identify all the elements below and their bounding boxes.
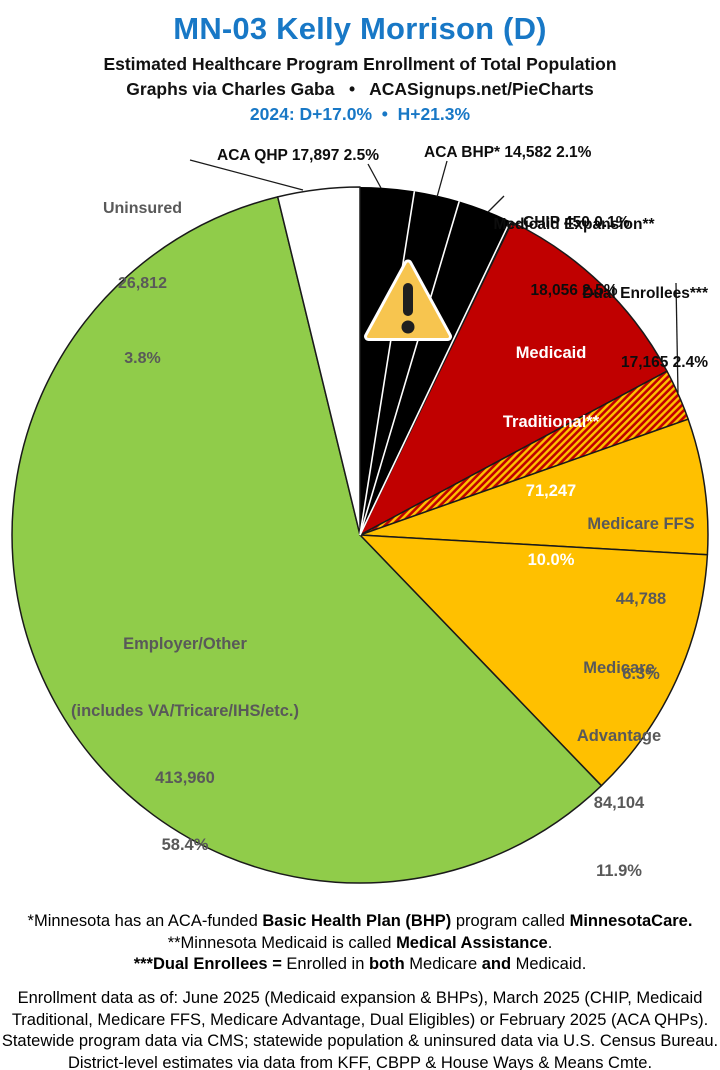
medicaid-expansion-name: Medicaid Expansion**: [493, 216, 655, 233]
employer-other-value: 413,960: [155, 769, 215, 788]
callout-leader-line: [436, 160, 448, 198]
source-note: Enrollment data as of: June 2025 (Medica…: [1, 989, 719, 1070]
segment-divider-line: [359, 201, 460, 536]
uninsured-label: Uninsured 26,812 3.8%: [90, 146, 195, 421]
medicare-ffs-pct: 6.3%: [622, 665, 660, 683]
segment-divider-line: [359, 191, 416, 536]
medicare-ffs-value: 44,788: [615, 590, 667, 608]
medicaid-traditional-name-2: Traditional**: [502, 413, 600, 431]
dual-enrollees-value: 17,165 2.4%: [620, 354, 708, 371]
employer-other-name-2: (includes VA/Tricare/IHS/etc.): [70, 702, 300, 721]
pie-segment-employer-other: [11, 196, 603, 884]
subtitle-enrollment: Estimated Healthcare Program Enrollment …: [103, 54, 617, 74]
dual-enrollees-label: Dual Enrollees*** 17,165 2.4%: [538, 236, 708, 420]
medicaid-traditional-pct: 10.0%: [527, 551, 575, 569]
pie-segment-medicaid-expansion: [360, 201, 511, 535]
aca-bhp-label: ACA BHP* 14,582 2.1%: [424, 144, 592, 161]
footnote-dual: ***Dual Enrollees = Enrolled in both Med…: [133, 955, 587, 973]
callout-leader-line: [511, 221, 523, 227]
page-title: MN-03 Kelly Morrison (D): [173, 11, 547, 46]
medicaid-traditional-value: 71,247: [525, 482, 577, 500]
medicaid-expansion-label: Medicaid Expansion** 18,056 2.5%: [487, 170, 661, 346]
segment-divider-line: [359, 220, 511, 536]
employer-other-pct: 58.4%: [161, 836, 209, 855]
pie-segment-medicare-advantage: [359, 534, 709, 787]
aca-qhp-label: ACA QHP 17,897 2.5%: [217, 147, 379, 164]
partisan-lean-line: 2024: D+17.0% • H+21.3%: [249, 104, 471, 124]
medicare-ffs-name: Medicare FFS: [587, 515, 695, 533]
uninsured-value: 26,812: [118, 275, 167, 292]
callout-leader-line: [675, 282, 679, 394]
uninsured-pct: 3.8%: [124, 350, 161, 367]
warning-icon: [364, 259, 452, 341]
medicaid-traditional-label: Medicaid Traditional** 71,247 10.0%: [468, 296, 634, 618]
medicare-advantage-name-1: Medicare: [583, 659, 655, 677]
footnote-medicaid: **Minnesota Medicaid is called Medical A…: [167, 933, 553, 952]
callout-leader-line: [487, 195, 505, 213]
callout-leader-line: [367, 163, 382, 189]
uninsured-name: Uninsured: [102, 200, 183, 217]
employer-other-label: Employer/Other (includes VA/Tricare/IHS/…: [38, 588, 332, 902]
callout-leader-line: [189, 159, 304, 191]
pie-segment-uninsured: [276, 186, 361, 536]
medicare-advantage-pct: 11.9%: [596, 861, 642, 880]
employer-other-name-1: Employer/Other: [123, 634, 247, 653]
medicare-ffs-label: Medicare FFS 44,788 6.3%: [557, 462, 720, 737]
chip-label: CHIP 450 0.1%: [523, 214, 630, 231]
pie-segment-medicaid-traditional: [359, 221, 668, 536]
footnotes: *Minnesota has an ACA-funded Basic Healt…: [0, 911, 720, 976]
medicaid-traditional-name-1: Medicaid: [515, 344, 587, 362]
medicaid-expansion-value: 18,056 2.5%: [530, 282, 618, 299]
footnote-bhp: *Minnesota has an ACA-funded Basic Healt…: [27, 912, 693, 930]
medicare-advantage-value: 84,104: [593, 794, 645, 812]
subtitle-attribution: Graphs via Charles Gaba • ACASignups.net…: [126, 79, 594, 99]
medicare-advantage-label: Medicare Advantage 84,104 11.9%: [533, 612, 705, 927]
pie-segment-medicare-ffs: [359, 418, 709, 556]
dual-enrollees-name: Dual Enrollees***: [582, 285, 708, 302]
medicare-advantage-name-2: Advantage: [576, 726, 662, 745]
